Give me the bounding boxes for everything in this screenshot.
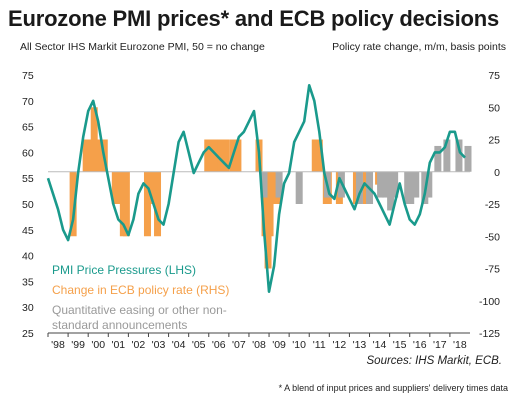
right-tick-label-2: -75 [485,264,500,276]
right-tick-label-7: 50 [488,102,500,114]
left-tick-label-1: 30 [22,302,34,314]
right-tick-label-6: 25 [488,135,500,147]
x-tick-label-7: '05 [192,339,206,351]
qe-bar-7 [377,171,385,198]
policy-bar-6 [96,139,104,172]
x-tick-label-20: '18 [453,339,467,351]
right-tick-label-3: -50 [485,231,500,243]
policy-bar-18 [217,139,225,172]
left-tick-label-0: 25 [22,328,34,340]
qe-bar-17 [443,139,451,172]
left-tick-label-8: 65 [22,122,34,134]
qe-bar-2 [295,171,303,204]
policy-bar-1 [82,139,90,172]
right-tick-label-5: 0 [494,167,500,179]
qe-bar-1 [275,171,283,198]
left-tick-label-10: 75 [22,70,34,82]
right-tick-label-0: -125 [479,328,500,340]
x-tick-label-0: '98 [51,339,65,351]
left-axis-title: All Sector IHS Markit Eurozone PMI, 50 =… [20,41,265,53]
x-tick-label-8: '06 [212,339,226,351]
x-tick-label-13: '11 [313,339,326,351]
left-tick-label-5: 50 [22,199,34,211]
qe-bar-16 [434,145,442,172]
left-tick-label-6: 55 [22,173,34,185]
qe-bar-8 [382,171,390,198]
left-tick-label-7: 60 [22,147,34,159]
qe-bar-9 [387,171,395,211]
left-axis-ticks: 25 30 35 40 45 50 55 60 65 70 75 [22,70,34,340]
right-axis-title: Policy rate change, m/m, basis points [332,41,506,53]
left-tick-label-3: 40 [22,251,34,263]
policy-bar-28 [311,139,319,172]
x-tick-label-5: '03 [152,339,166,351]
policy-bar-14 [154,171,162,237]
x-tick-label-3: '01 [111,339,125,351]
legend-qe: Quantitative easing or other non-standar… [52,303,227,332]
x-tick-label-14: '12 [332,339,346,351]
footnote: * A blend of input prices and suppliers'… [278,383,508,393]
policy-bar-13 [148,171,156,204]
qe-bar-0 [260,171,268,198]
chart-title: Eurozone PMI prices* and ECB policy deci… [8,6,500,31]
right-tick-label-4: -25 [485,199,500,211]
policy-bar-21 [234,139,242,172]
x-tick-label-11: '09 [272,339,286,351]
policy-bar-29 [315,139,323,172]
x-tick-label-9: '07 [232,339,246,351]
policy-bar-19 [222,139,230,172]
legend-policy-rate: Change in ECB policy rate (RHS) [52,283,230,297]
right-tick-label-8: 75 [488,70,500,82]
qe-bar-15 [425,171,433,198]
qe-bar-5 [355,171,363,204]
policy-bar-11 [122,171,130,237]
policy-bar-12 [143,171,151,237]
x-tick-label-18: '16 [413,339,427,351]
x-tick-label-16: '14 [373,339,387,351]
policy-bar-16 [209,139,217,172]
qe-bar-19 [464,145,472,172]
left-tick-label-4: 45 [22,225,34,237]
qe-bar-18 [455,139,463,172]
left-tick-label-2: 35 [22,276,34,288]
qe-bar-13 [412,171,420,198]
legend-pmi: PMI Price Pressures (LHS) [52,263,197,277]
right-axis-ticks: -125 -100 -75 -50 -25 0 25 50 75 [479,70,500,340]
x-tick-label-19: '17 [433,339,447,351]
x-tick-label-10: '08 [252,339,266,351]
x-tick-label-17: '15 [393,339,407,351]
policy-bar-8 [111,171,119,204]
x-tick-label-4: '02 [132,339,146,351]
policy-bar-15 [204,139,212,172]
x-tick-label-6: '04 [172,339,186,351]
qe-bar-10 [391,171,399,198]
policy-bar-0 [69,171,77,237]
right-tick-label-1: -100 [479,296,500,308]
qe-bar-12 [407,171,415,204]
source-note: Sources: IHS Markit, ECB. [366,355,502,367]
pmi-line [46,84,466,293]
x-tick-label-15: '13 [353,339,367,351]
x-axis-ticks: '98 '99 '00 '01 '02 '03 '04 '05 '06 '07 '08 '09 '10 '… [47,333,467,351]
x-tick-label-12: '10 [292,339,306,351]
left-tick-label-9: 70 [22,96,34,108]
policy-bar-25 [266,171,274,237]
x-tick-label-1: '99 [71,339,85,351]
x-tick-label-2: '00 [91,339,105,351]
